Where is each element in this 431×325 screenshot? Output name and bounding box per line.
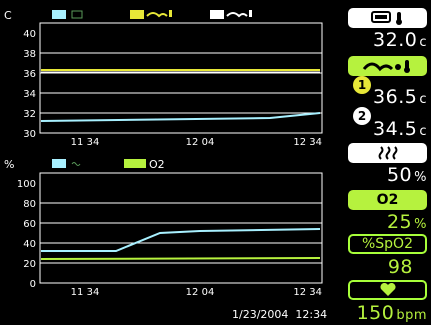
y-tick-label: 20 xyxy=(23,259,36,270)
legend-skin1-baby-icon xyxy=(146,10,172,18)
bottom-chart-y-ticks: 100 80 60 40 20 0 xyxy=(17,179,36,290)
legend-skin2-swatch xyxy=(210,10,224,19)
y-tick-label: 60 xyxy=(23,219,36,230)
y-tick-label: 40 xyxy=(23,29,36,40)
pulse-header xyxy=(348,280,427,300)
skin1-value: 36.5 c xyxy=(373,86,427,108)
spo2-header: %SpO2 xyxy=(348,234,427,254)
bottom-chart-x-ticks: 11 34 12 04 12 34 xyxy=(71,287,322,298)
legend-humidity-icon xyxy=(71,162,81,166)
y-tick-label: 100 xyxy=(17,179,36,190)
top-chart-unit: C xyxy=(4,9,12,22)
y-tick-label: 34 xyxy=(23,89,36,100)
heart-icon xyxy=(380,283,395,296)
y-tick-label: 38 xyxy=(23,49,36,60)
y-tick-label: 0 xyxy=(30,279,36,290)
x-tick-label: 12 04 xyxy=(186,287,215,298)
legend-humidity-swatch xyxy=(52,159,66,168)
trend-o2-line xyxy=(40,257,321,260)
humidity-header xyxy=(348,143,427,163)
bottom-chart-unit: % xyxy=(4,158,14,171)
humidity-value: 50% xyxy=(386,164,427,186)
humidity-icon xyxy=(378,146,397,160)
y-tick-label: 40 xyxy=(23,239,36,250)
o2-header: O2 xyxy=(348,190,427,210)
o2-value: 25% xyxy=(386,211,427,233)
trend-charts: C 40 38 36 34 32 30 11 34 12 04 12 34 % O2 xyxy=(4,9,327,321)
legend-air-incubator-icon xyxy=(71,10,83,19)
skin2-value: 34.5 c xyxy=(373,118,427,140)
trend-humidity-line xyxy=(41,228,321,252)
x-tick-label: 12 34 xyxy=(293,287,322,298)
x-tick-label: 11 34 xyxy=(71,287,100,298)
air-temp-value: 32.0 c xyxy=(373,29,427,51)
skin2-badge: 2 xyxy=(353,107,371,125)
timestamp: 1/23/2004 12:34 xyxy=(232,308,327,321)
y-tick-label: 36 xyxy=(23,69,36,80)
air-temp-header xyxy=(348,8,427,28)
trend-air-line xyxy=(40,112,321,122)
skin1-badge: 1 xyxy=(353,76,371,94)
top-chart-y-ticks: 40 38 36 34 32 30 xyxy=(23,29,36,140)
bottom-chart-frame xyxy=(39,172,323,284)
x-tick-label: 12 04 xyxy=(186,137,215,148)
skin-temp-header xyxy=(348,56,427,76)
y-tick-label: 80 xyxy=(23,199,36,210)
bottom-chart-grid xyxy=(40,202,322,264)
readout-panel: 32.0 c 1 36.5 c 2 34.5 c 50% O2 25% xyxy=(345,0,431,325)
legend-air-swatch xyxy=(52,10,66,19)
incubator-icon xyxy=(370,11,402,25)
spo2-value: 98 xyxy=(387,256,413,278)
y-tick-label: 30 xyxy=(23,129,36,140)
legend-o2-label: O2 xyxy=(149,158,165,171)
legend-skin1-swatch xyxy=(130,10,144,19)
legend-o2-swatch xyxy=(124,159,146,168)
top-chart-x-ticks: 11 34 12 04 12 34 xyxy=(71,137,322,148)
baby-temp-icon xyxy=(362,60,410,73)
x-tick-label: 11 34 xyxy=(71,137,100,148)
x-tick-label: 12 34 xyxy=(293,137,322,148)
y-tick-label: 32 xyxy=(23,109,36,120)
pulse-value: 150 bpm xyxy=(356,302,427,324)
top-chart-frame xyxy=(39,22,323,134)
top-chart-grid xyxy=(40,52,322,114)
legend-skin2-baby-icon xyxy=(226,10,252,18)
